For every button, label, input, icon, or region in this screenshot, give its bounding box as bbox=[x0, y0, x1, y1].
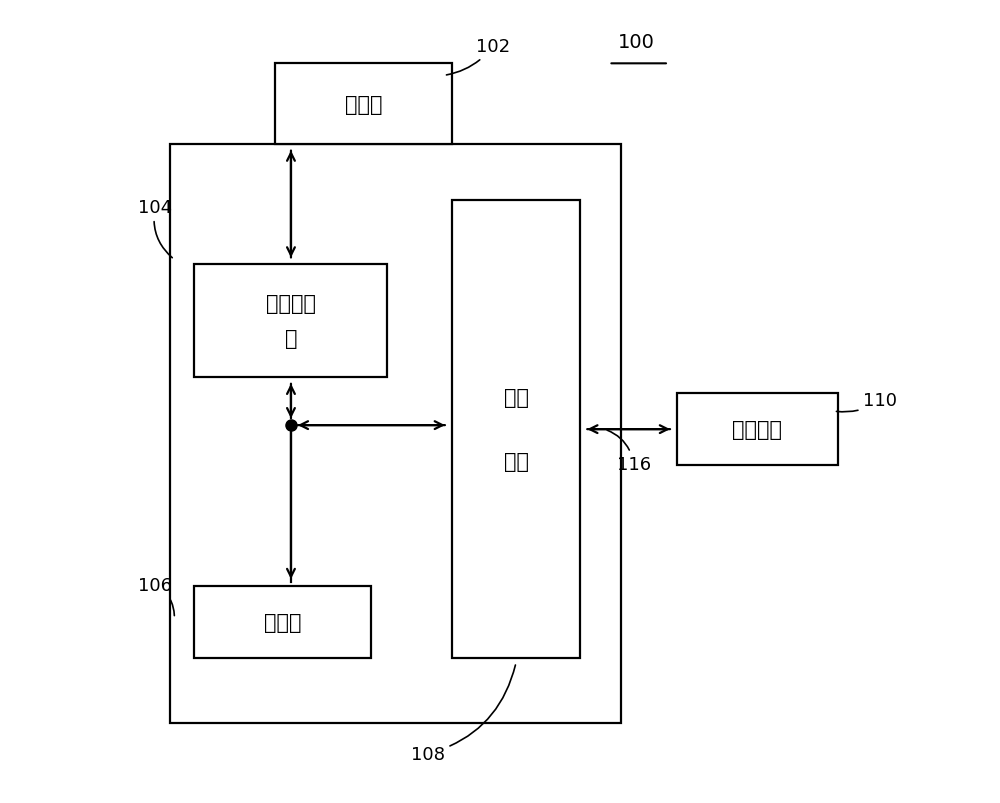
Text: 116: 116 bbox=[607, 430, 651, 474]
Text: 处理器: 处理器 bbox=[264, 613, 302, 632]
Text: 100: 100 bbox=[618, 33, 655, 52]
Text: 110: 110 bbox=[836, 392, 897, 412]
Bar bbox=[194, 265, 387, 377]
Text: 102: 102 bbox=[446, 39, 510, 75]
Text: 接口: 接口 bbox=[504, 452, 529, 471]
Bar bbox=[452, 201, 580, 658]
Text: 射频模块: 射频模块 bbox=[732, 420, 782, 439]
Text: 器: 器 bbox=[285, 329, 297, 349]
Text: 存储控制: 存储控制 bbox=[266, 294, 316, 313]
Bar bbox=[677, 393, 838, 466]
Text: 外设: 外设 bbox=[504, 388, 529, 407]
Bar bbox=[194, 586, 371, 658]
Text: 106: 106 bbox=[138, 577, 174, 616]
Bar bbox=[275, 64, 452, 145]
Text: 存储器: 存储器 bbox=[345, 95, 382, 114]
Bar bbox=[170, 145, 621, 723]
Text: 108: 108 bbox=[411, 665, 515, 763]
Text: 104: 104 bbox=[138, 199, 172, 259]
